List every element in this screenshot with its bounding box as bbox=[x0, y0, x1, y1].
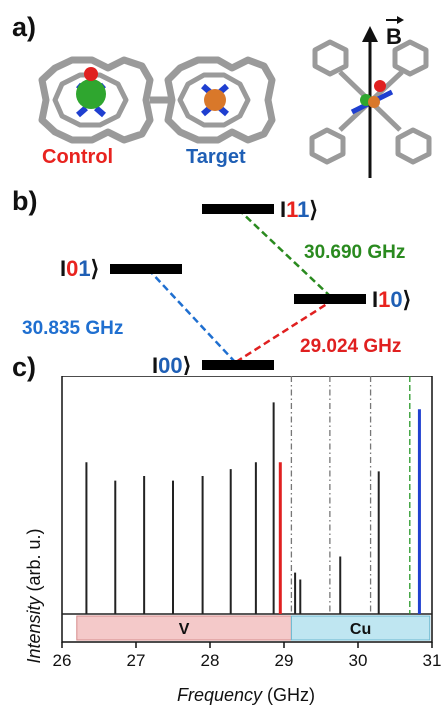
ket-11-d2: 1 bbox=[297, 197, 309, 222]
ket-01-d1: 0 bbox=[66, 256, 78, 281]
spectrum-chart: V Cu 26 27 28 29 30 31 Intensity (arb. u.) Fre… bbox=[24, 376, 442, 705]
ket-11-d1: 1 bbox=[286, 197, 298, 222]
control-porphyrin bbox=[38, 56, 170, 144]
transition-line-green bbox=[237, 208, 331, 297]
ket-11: I11⟩ bbox=[280, 197, 318, 222]
band-0 bbox=[76, 615, 292, 641]
x-axis-label: Frequency (GHz) bbox=[177, 685, 315, 705]
energy-level-diagram: I11⟩ I01⟩ I10⟩ I00⟩ 30.835 GHz 30.690 GH… bbox=[22, 197, 411, 375]
oxygen-atom bbox=[84, 67, 98, 81]
ket-10-d2: 0 bbox=[390, 287, 402, 312]
ket-00-d1: 0 bbox=[158, 353, 170, 375]
b-vector-arrowhead bbox=[397, 16, 404, 24]
y-axis-label: Intensity (arb. u.) bbox=[24, 528, 44, 663]
x-tick-label-2: 28 bbox=[201, 651, 220, 670]
side-view-copper bbox=[368, 96, 380, 108]
band-label-1: Cu bbox=[350, 621, 371, 638]
y-axis-label-italic: Intensity bbox=[24, 596, 44, 664]
band-label-0: V bbox=[179, 621, 190, 638]
panel-a-molecules: B bbox=[38, 16, 432, 178]
x-axis-label-unit: (GHz) bbox=[262, 685, 315, 705]
x-tick-label-1: 27 bbox=[127, 651, 146, 670]
freq-label-blue: 30.835 GHz bbox=[22, 318, 123, 339]
ket-00-d2: 0 bbox=[170, 353, 182, 375]
level-bar-00 bbox=[202, 360, 274, 370]
vanadium-atom bbox=[76, 79, 106, 109]
b-field-symbol: B bbox=[386, 24, 402, 49]
panel-c-label: c) bbox=[12, 352, 37, 382]
x-axis-label-italic: Frequency bbox=[177, 685, 263, 705]
copper-atom bbox=[204, 89, 226, 111]
x-tick-label-5: 31 bbox=[423, 651, 442, 670]
freq-label-red: 29.024 GHz bbox=[300, 336, 401, 357]
plot-frame bbox=[61, 376, 433, 643]
ket-01: I01⟩ bbox=[60, 256, 99, 281]
band-1 bbox=[290, 615, 431, 641]
level-bar-11 bbox=[202, 204, 274, 214]
target-label: Target bbox=[186, 146, 246, 168]
transition-line-blue bbox=[147, 268, 236, 363]
y-axis-label-unit: (arb. u.) bbox=[24, 528, 44, 596]
panel-b-label: b) bbox=[12, 186, 38, 216]
target-porphyrin bbox=[164, 56, 276, 144]
side-view-oxygen bbox=[374, 80, 386, 92]
transition-line-red bbox=[235, 300, 331, 364]
ket-01-d2: 1 bbox=[78, 256, 90, 281]
level-bar-01 bbox=[110, 264, 182, 274]
level-bar-10 bbox=[294, 294, 366, 304]
x-tick-label-4: 30 bbox=[349, 651, 368, 670]
control-label: Control bbox=[42, 146, 114, 168]
b-field-arrowhead bbox=[362, 26, 378, 42]
x-tick-label-0: 26 bbox=[53, 651, 72, 670]
freq-label-green: 30.690 GHz bbox=[304, 242, 405, 263]
ket-10-d1: 1 bbox=[378, 287, 390, 312]
panel-a-label: a) bbox=[12, 12, 37, 42]
ket-00: I00⟩ bbox=[152, 353, 191, 375]
ket-10: I10⟩ bbox=[372, 287, 411, 312]
x-tick-label-3: 29 bbox=[275, 651, 294, 670]
